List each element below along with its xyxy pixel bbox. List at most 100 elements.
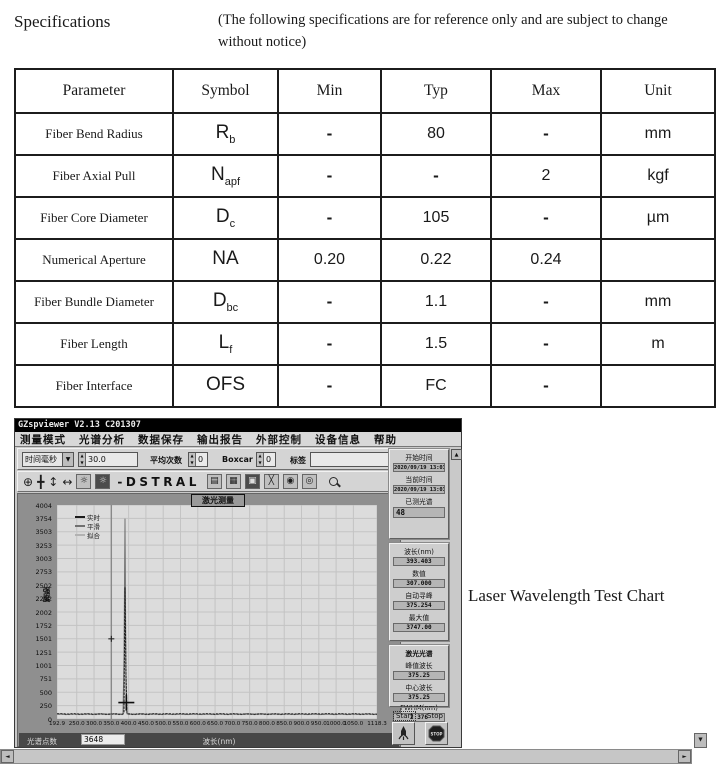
zoom-in-icon[interactable]: ⊕ xyxy=(23,474,34,489)
spin-down-icon[interactable]: ▼ xyxy=(258,459,262,465)
figure-caption: Laser Wavelength Test Chart xyxy=(468,586,665,605)
max-cell: - xyxy=(490,112,602,156)
integration-mode-select[interactable]: 时间毫秒 ▼ xyxy=(22,452,74,467)
scroll-left-icon[interactable]: ◄ xyxy=(1,750,14,763)
max-cell: - xyxy=(490,196,602,240)
boxcar-input[interactable]: ▲ ▼ 0 xyxy=(256,452,276,467)
symbol-cell: NA xyxy=(172,238,279,282)
x-tick-label: 1050.0 xyxy=(343,721,364,727)
spinner-arrows[interactable]: ▲ ▼ xyxy=(189,453,196,466)
svg-text:STOP: STOP xyxy=(431,731,443,736)
table-row: Fiber Core Diameter Dc - 105 - µm xyxy=(14,196,716,240)
cursor-wavelength-label: 波长(nm) xyxy=(404,548,434,556)
cursor-value-label: 数值 xyxy=(412,570,426,578)
scroll-right-icon[interactable]: ► xyxy=(678,750,691,763)
legend-label: 平滑 xyxy=(87,522,100,531)
menu-help[interactable]: 帮助 xyxy=(374,433,397,446)
x-tick-label: 850.0 xyxy=(276,721,293,727)
max-cell: 0.24 xyxy=(490,238,602,282)
print-icon[interactable]: ▦ xyxy=(225,474,241,489)
chart-title: 激光测量 xyxy=(191,494,245,507)
menu-export-report[interactable]: 输出报告 xyxy=(197,433,243,446)
spectrum-plot[interactable] xyxy=(57,505,377,719)
y-tick-label: 3003 xyxy=(35,555,52,563)
chevron-down-icon[interactable]: ▼ xyxy=(62,453,73,466)
x-tick-label: 550.0 xyxy=(172,721,189,727)
menu-measure-mode[interactable]: 测量模式 xyxy=(20,433,66,446)
spin-down-icon[interactable]: ▼ xyxy=(190,459,194,465)
horizontal-scrollbar[interactable]: ◄ ► xyxy=(0,749,692,764)
symbol-main: NA xyxy=(212,248,239,270)
close-icon[interactable]: ╳ xyxy=(263,474,279,489)
scroll-down-icon[interactable]: ▼ xyxy=(694,733,707,748)
laser-spectrum-header: 激光光谱 xyxy=(405,650,433,658)
x-tick-label: 250.0 xyxy=(68,721,85,727)
info-icon[interactable]: ◉ xyxy=(282,474,298,489)
zoom-horizontal-icon[interactable]: ↔ xyxy=(62,474,73,489)
y-tick-label: 3503 xyxy=(35,528,52,537)
x-axis-label: 波长(nm) xyxy=(202,737,236,746)
y-tick-label: 0 xyxy=(47,715,52,724)
unit-cell: µm xyxy=(600,196,716,240)
tag-input[interactable] xyxy=(310,452,398,467)
menu-spectrum-analysis[interactable]: 光谱分析 xyxy=(79,433,125,446)
menu-device-info[interactable]: 设备信息 xyxy=(315,433,361,446)
symbol-sub: f xyxy=(229,343,233,356)
stop-button[interactable]: STOP xyxy=(425,722,448,745)
symbol-main: D xyxy=(215,206,230,228)
light-off-icon[interactable]: ☼ xyxy=(95,474,111,489)
spectrum-points-value[interactable]: 3648 xyxy=(81,734,125,745)
legend-label: 拟合 xyxy=(87,531,100,540)
min-cell: - xyxy=(277,112,382,156)
y-tick-label: 2002 xyxy=(35,608,52,617)
unit-cell: mm xyxy=(600,280,716,324)
x-tick-label: 650.0 xyxy=(207,721,224,727)
acquisition-control-bar: 时间毫秒 ▼ ▲ ▼ 30.0 平均次数 ▲ ▼ 0 Boxcar ▲ ▼ 0 标签 xyxy=(17,448,401,470)
spin-up-icon[interactable]: ▲ xyxy=(258,453,262,459)
cursor-wavelength-value: 393.403 xyxy=(393,557,445,566)
fwhm-label: FWHM(nm) xyxy=(400,704,438,712)
clock-icon[interactable]: ◎ xyxy=(301,474,317,489)
save-icon[interactable]: ▤ xyxy=(206,474,222,489)
symbol-main: OFS xyxy=(205,374,246,396)
integration-time-input[interactable]: ▲ ▼ 30.0 xyxy=(78,452,138,467)
spin-up-icon[interactable]: ▲ xyxy=(80,453,84,459)
y-tick-label: 751 xyxy=(39,675,52,684)
legend-item: 拟合 xyxy=(75,530,100,540)
menu-bar: 测量模式 光谱分析 数据保存 输出报告 外部控制 设备信息 帮助 xyxy=(15,432,461,447)
menu-data-save[interactable]: 数据保存 xyxy=(138,433,184,446)
typ-cell: 0.22 xyxy=(380,238,492,282)
legend-line-icon xyxy=(75,515,85,518)
spectra-count-value: 48 xyxy=(393,507,445,518)
typ-cell: - xyxy=(380,154,492,198)
spectrometer-app-window: GZspviewer V2.13 C201307 测量模式 光谱分析 数据保存 … xyxy=(14,418,462,748)
min-cell: - xyxy=(277,322,382,366)
window-title: GZspviewer V2.13 C201307 xyxy=(15,419,461,432)
header-parameter: Parameter xyxy=(14,68,174,114)
table-row: Fiber Axial Pull Napf - - 2 kgf xyxy=(14,154,716,198)
specifications-table: Parameter Symbol Min Typ Max Unit Fiber … xyxy=(14,68,716,408)
max-cell: - xyxy=(490,280,602,324)
spinner-arrows[interactable]: ▲ ▼ xyxy=(79,453,86,466)
average-count-input[interactable]: ▲ ▼ 0 xyxy=(188,452,208,467)
pan-icon[interactable]: ╋ xyxy=(37,474,45,489)
scale-letter-buttons[interactable]: -DSTRAL xyxy=(117,474,200,489)
spinner-arrows[interactable]: ▲ ▼ xyxy=(257,453,264,466)
menu-external-control[interactable]: 外部控制 xyxy=(256,433,302,446)
max-cell: - xyxy=(490,364,602,408)
min-cell: - xyxy=(277,154,382,198)
zoom-vertical-icon[interactable]: ↕ xyxy=(48,474,59,489)
peak-wavelength-label: 峰值波长 xyxy=(405,662,433,670)
symbol-main: L xyxy=(218,332,230,354)
start-button[interactable] xyxy=(392,722,415,745)
light-on-icon[interactable]: ☼ xyxy=(76,474,92,489)
search-icon[interactable] xyxy=(328,477,338,486)
y-axis-ticks: 0 250 500 751 1001 1251 1501 1752 2002 2252 2502 27… xyxy=(19,502,54,724)
spin-down-icon[interactable]: ▼ xyxy=(80,459,84,465)
spin-up-icon[interactable]: ▲ xyxy=(190,453,194,459)
typ-cell: 80 xyxy=(380,112,492,156)
symbol-main: R xyxy=(215,122,230,144)
display-icon[interactable]: ▣ xyxy=(244,474,260,489)
scroll-up-icon[interactable]: ▲ xyxy=(451,449,462,460)
